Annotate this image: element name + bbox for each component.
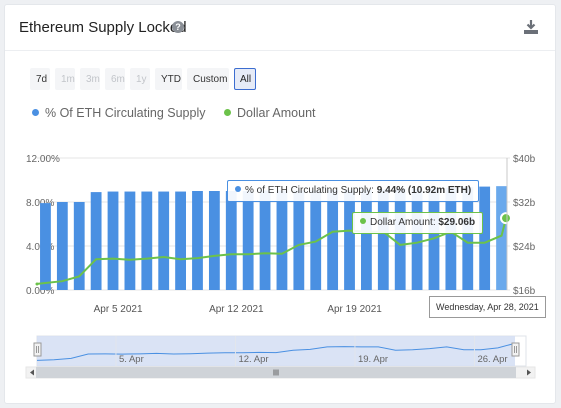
x-tick-label: Apr 19 2021 [327,304,382,315]
zoom-button-7d[interactable]: 7d [30,68,50,90]
help-circle-icon[interactable]: ? [172,21,184,33]
legend-label: Dollar Amount [237,106,316,120]
legend-item-dollar-amount[interactable]: Dollar Amount [224,106,316,120]
scroll-right-icon[interactable] [527,369,531,376]
bar-pct-supply [124,191,136,290]
tooltip-usd: Dollar Amount: $29.06b [352,212,484,234]
card-header: Ethereum Supply Locked ? [5,5,555,51]
navigator-tick-label: 12. Apr [238,354,268,365]
navigator-selection [37,336,515,366]
navigator-handle-right[interactable] [511,342,520,357]
y-left-tick-label: 0.00% [26,286,54,297]
bar-pct-supply [344,189,355,290]
x-tick-label: Apr 12 2021 [209,304,264,315]
y-right-tick-label: $24b [513,242,536,253]
bar-pct-supply [496,186,507,290]
tooltip-usd-value: $29.06b [438,217,476,228]
legend-marker [32,109,39,116]
navigator-series-line [36,342,516,361]
tooltip-usd-marker [360,218,366,224]
bar-pct-supply [293,190,305,290]
zoom-button-1m: 1m [55,68,75,90]
bar-pct-supply [73,202,85,290]
bar-pct-supply [90,192,102,290]
scroll-left-icon[interactable] [30,369,34,376]
x-tick-label: Apr 5 2021 [94,304,143,315]
zoom-button-3m: 3m [80,68,100,90]
y-left-tick-label: 12.00% [26,154,60,165]
zoom-button-1y: 1y [130,68,150,90]
legend-label: % Of ETH Circulating Supply [45,106,206,120]
bar-pct-supply [40,203,51,290]
bar-pct-supply [158,191,170,290]
tooltip-pct-marker [235,186,241,192]
line-point [35,282,39,286]
zoom-button-6m: 6m [105,68,125,90]
download-icon[interactable] [523,19,539,35]
bar-pct-supply [462,187,474,290]
bar-pct-supply [445,187,457,290]
bar-pct-supply [361,189,372,290]
bar-pct-supply [208,191,220,290]
tooltip-date: Wednesday, Apr 28, 2021 [429,296,546,318]
series-line-dollar-amount [36,217,507,285]
line-point-highlight [500,212,512,225]
bar-pct-supply [310,190,322,290]
bar-pct-supply [479,186,491,290]
legend-item-pct-supply[interactable]: % Of ETH Circulating Supply [32,106,205,120]
y-right-tick-label: $16b [513,286,536,297]
bar-pct-supply [327,189,339,290]
bar-pct-supply [242,191,254,290]
zoom-button-all[interactable]: All [234,68,256,90]
navigator-tick-label: 26. Apr [477,354,507,365]
tooltip-pct-label: % of ETH Circulating Supply [245,185,372,196]
bar-pct-supply [225,191,237,290]
bar-pct-supply [394,188,406,290]
chart-title: Ethereum Supply Locked [19,19,187,36]
y-right-tick-label: $32b [513,198,536,209]
navigator-handle-left[interactable] [33,342,42,357]
bar-pct-supply [259,190,271,290]
bar-pct-supply [175,191,186,290]
tooltip-pct: % of ETH Circulating Supply: 9.44% (10.9… [227,180,480,202]
bar-pct-supply [192,191,203,290]
tooltip-usd-label: Dollar Amount [370,217,433,228]
bar-pct-supply [107,191,119,290]
bar-pct-supply [56,202,68,290]
legend-marker [224,109,231,116]
bar-pct-supply [377,189,389,290]
zoom-button-custom[interactable]: Custom [187,68,229,90]
y-right-tick-label: $40b [513,154,536,165]
bar-pct-supply [141,191,153,290]
zoom-button-ytd[interactable]: YTD [155,68,182,90]
tooltip-pct-value: 9.44% (10.92m ETH) [376,185,472,196]
navigator-tick-label: 19. Apr [358,354,388,365]
bar-pct-supply [276,190,288,290]
navigator-tick-label: 5. Apr [119,354,144,365]
bar-pct-supply [411,188,423,290]
